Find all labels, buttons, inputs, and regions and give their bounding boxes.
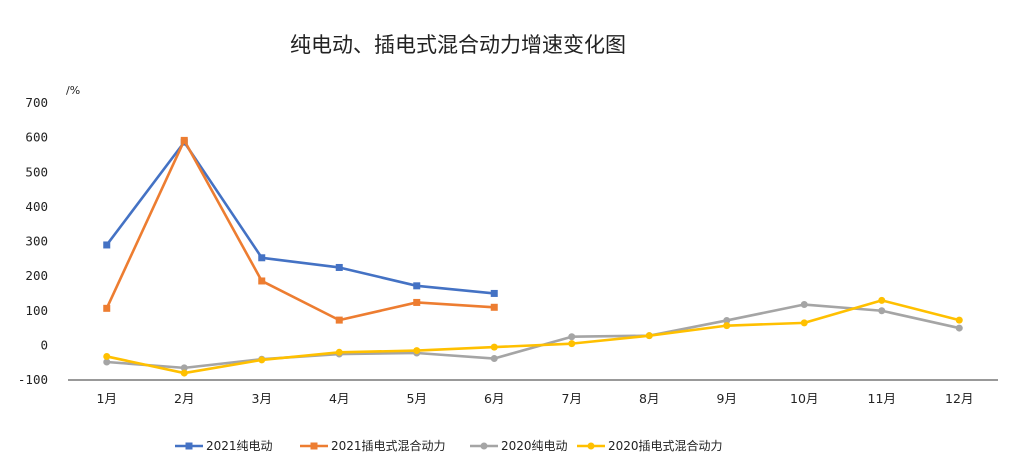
x-tick-label: 10月 (790, 391, 818, 406)
y-tick-label: 100 (25, 303, 48, 318)
x-tick-label: 12月 (945, 391, 973, 406)
series-layer (103, 136, 963, 377)
legend-label: 2020插电式混合动力 (608, 438, 723, 453)
legend-item: 2021插电式混合动力 (300, 438, 446, 453)
chart-title: 纯电动、插电式混合动力增速变化图 (290, 33, 626, 57)
data-point (258, 356, 266, 364)
legend-marker (480, 442, 488, 450)
x-tick-label: 7月 (562, 391, 582, 406)
data-point (103, 304, 111, 312)
data-point (878, 296, 886, 304)
series-line (106, 303, 960, 370)
data-point (800, 301, 808, 309)
series-4 (103, 296, 963, 377)
data-point (490, 303, 498, 311)
y-axis-unit-label: /% (66, 84, 80, 97)
legend-item: 2020纯电动 (470, 439, 568, 453)
data-point (878, 307, 886, 315)
series-3 (103, 301, 963, 372)
data-point (335, 316, 343, 324)
legend-label: 2021插电式混合动力 (331, 438, 446, 453)
data-point (413, 347, 421, 355)
data-point (335, 263, 343, 271)
data-point (180, 136, 188, 144)
x-tick-label: 11月 (868, 391, 896, 406)
x-tick-label: 5月 (407, 391, 427, 406)
y-axis-ticks: -100 0 100 200 300 400 500 600 700 (18, 95, 48, 387)
chart-legend: 2021纯电动 2021插电式混合动力 2020纯电动 2020插电式混合动力 (175, 438, 723, 453)
x-tick-label: 8月 (639, 391, 659, 406)
y-tick-label: 400 (25, 199, 48, 214)
legend-marker (185, 442, 193, 450)
data-point (723, 316, 731, 324)
data-point (413, 298, 421, 306)
y-tick-label: 300 (25, 234, 48, 249)
data-point (490, 343, 498, 351)
y-tick-label: 600 (25, 130, 48, 145)
data-point (955, 316, 963, 324)
series-line (105, 140, 495, 295)
data-point (103, 358, 111, 366)
series-line (105, 139, 495, 322)
x-tick-label: 3月 (252, 391, 272, 406)
x-tick-label: 9月 (717, 391, 737, 406)
data-point (490, 289, 498, 297)
y-tick-label: -100 (18, 372, 48, 387)
data-point (103, 241, 111, 249)
data-point (180, 369, 188, 377)
y-tick-label: 200 (25, 268, 48, 283)
legend-marker (587, 442, 595, 450)
x-tick-label: 4月 (329, 391, 349, 406)
x-tick-label: 6月 (484, 391, 504, 406)
data-point (568, 333, 576, 341)
data-point (955, 324, 963, 332)
legend-marker (310, 442, 318, 450)
data-point (723, 322, 731, 330)
legend-label: 2021纯电动 (206, 439, 273, 453)
x-tick-label: 2月 (174, 391, 194, 406)
data-point (645, 332, 653, 340)
series-2 (103, 136, 498, 324)
series-1 (103, 138, 498, 297)
data-point (490, 355, 498, 363)
data-point (180, 364, 188, 372)
x-axis-ticks: 1月 2月 3月 4月 5月 6月 7月 8月 9月 10月 11月 12月 (97, 391, 974, 406)
y-tick-label: 0 (40, 337, 48, 352)
legend-label: 2020纯电动 (501, 439, 568, 453)
data-point (103, 352, 111, 360)
series-line (106, 299, 960, 375)
data-point (258, 254, 266, 262)
legend-item: 2021纯电动 (175, 439, 273, 453)
data-point (413, 282, 421, 290)
data-point (568, 340, 576, 348)
data-point (800, 319, 808, 327)
y-tick-label: 500 (25, 164, 48, 179)
x-tick-label: 1月 (97, 391, 117, 406)
data-point (258, 277, 266, 285)
y-tick-label: 700 (25, 95, 48, 110)
legend-item: 2020插电式混合动力 (577, 438, 723, 453)
data-point (335, 348, 343, 356)
